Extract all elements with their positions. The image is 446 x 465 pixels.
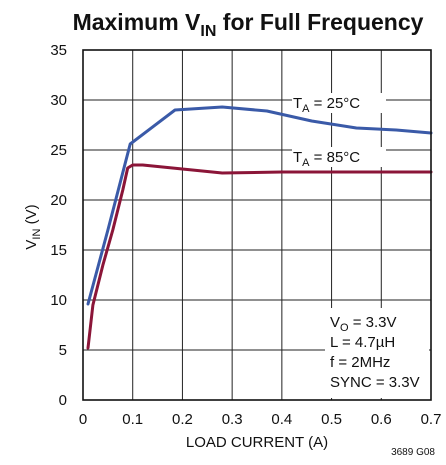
y-tick-label: 25 [50, 142, 67, 159]
condition-line-main: f = 2MHz [330, 354, 390, 371]
y-label-subscript: IN [31, 229, 43, 240]
series-label-background [292, 93, 386, 113]
series-label-1-subscript: A [302, 103, 310, 115]
y-label-main: V [23, 240, 40, 250]
y-tick-label: 20 [50, 192, 67, 209]
condition-line: f = 2MHz [330, 354, 390, 371]
condition-line: SYNC = 3.3V [330, 374, 420, 391]
series-label-2-rest: = 85°C [310, 149, 361, 166]
condition-line-main: SYNC = 3.3V [330, 374, 420, 391]
condition-line: L = 4.7µH [330, 334, 395, 351]
y-tick-label: 30 [50, 92, 67, 109]
y-tick-label: 35 [50, 42, 67, 59]
x-tick-label: 0 [79, 411, 87, 428]
series-labels: TA = 25°CTA = 85°C [292, 93, 386, 169]
figure-id: 3689 G08 [391, 447, 435, 458]
x-tick-labels: 0 0.1 0.2 0.3 0.4 0.5 0.6 0.7 [79, 411, 442, 428]
title-rest: for Full Frequency [216, 9, 423, 35]
series-label-1-main: T [293, 95, 302, 112]
plot-frame [82, 49, 432, 401]
y-axis-label: VIN (V) [23, 204, 43, 249]
series-label-background [292, 147, 386, 167]
x-tick-label: 0.5 [321, 411, 342, 428]
x-tick-label: 0.4 [271, 411, 292, 428]
y-tick-label: 10 [50, 292, 67, 309]
y-tick-labels: 0 5 10 15 20 25 30 35 [50, 42, 67, 409]
x-tick-label: 0.2 [172, 411, 193, 428]
condition-line-main: L = 4.7µH [330, 334, 395, 351]
condition-line-subscript: O [340, 322, 349, 334]
series-label-2: TA = 85°C [293, 149, 360, 169]
y-label-rest: (V) [23, 204, 40, 228]
series-label-1: TA = 25°C [293, 95, 360, 115]
x-tick-label: 0.1 [122, 411, 143, 428]
x-tick-label: 0.3 [222, 411, 243, 428]
condition-line-main: V [330, 314, 340, 331]
x-axis-label: LOAD CURRENT (A) [186, 434, 328, 451]
title-main: Maximum V [73, 9, 201, 35]
y-tick-label: 15 [50, 242, 67, 259]
x-tick-label: 0.6 [371, 411, 392, 428]
series-label-2-main: T [293, 149, 302, 166]
condition-line-rest: = 3.3V [349, 314, 397, 331]
conditions-background [325, 308, 429, 398]
series-lines [86, 105, 433, 350]
series-line-2 [86, 163, 433, 350]
x-tick-label: 0.7 [421, 411, 442, 428]
chart-title: Maximum VIN for Full Frequency [73, 9, 424, 40]
series-label-1-rest: = 25°C [310, 95, 361, 112]
title-subscript: IN [200, 23, 216, 40]
condition-line: VO = 3.3V [330, 314, 397, 334]
y-tick-label: 0 [59, 392, 67, 409]
y-tick-label: 5 [59, 342, 67, 359]
series-label-2-subscript: A [302, 157, 310, 169]
series-line-1 [86, 105, 433, 306]
